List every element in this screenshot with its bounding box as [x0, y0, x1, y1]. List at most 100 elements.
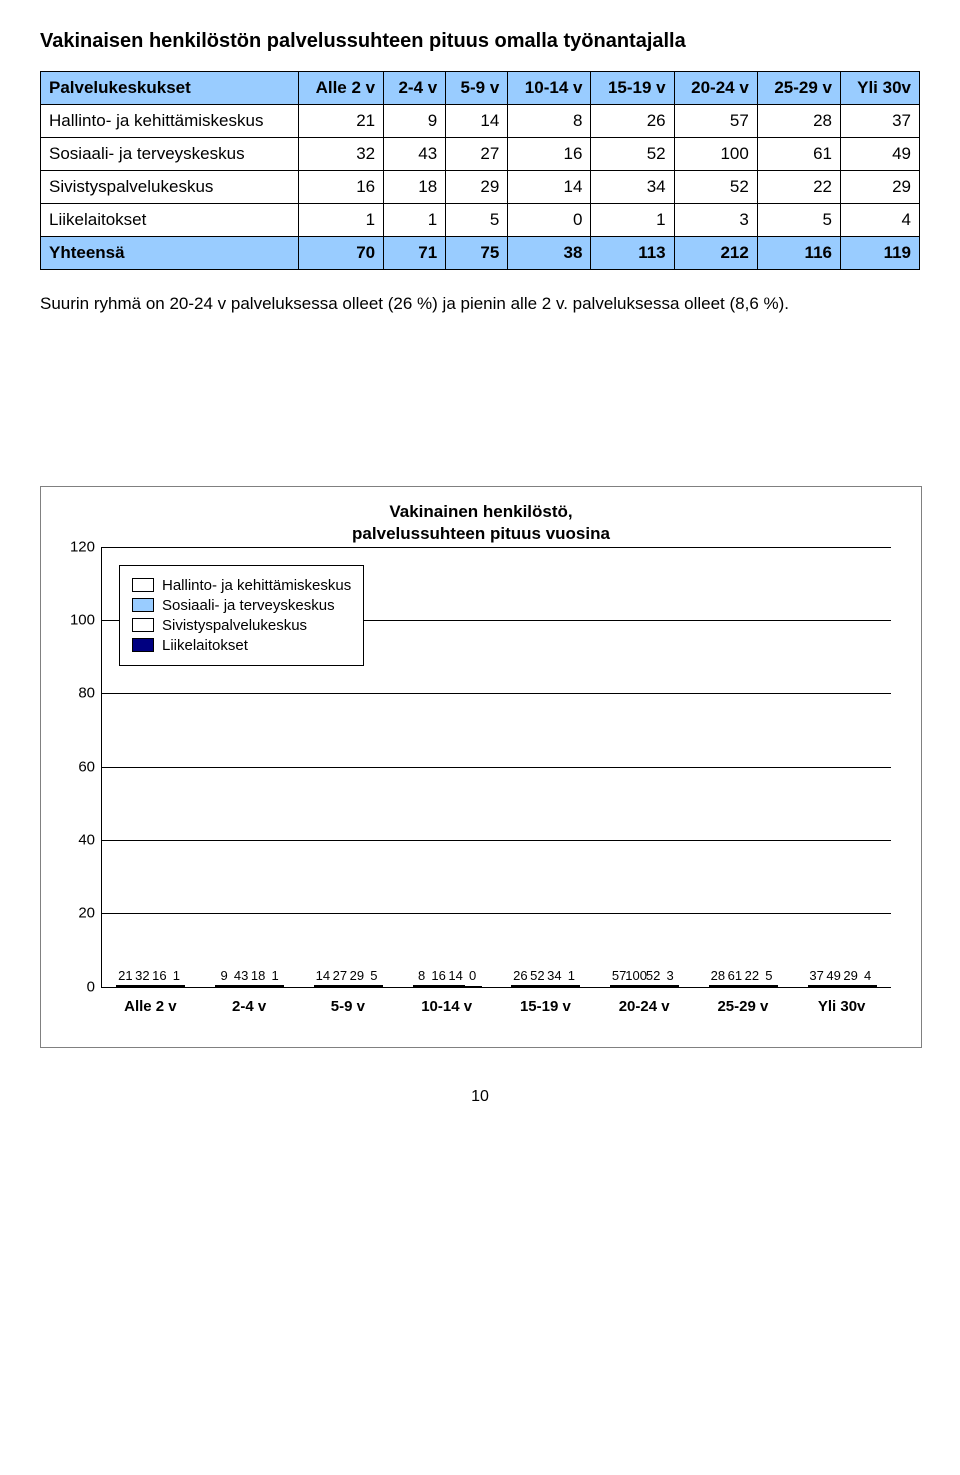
x-tick-label: Alle 2 v: [124, 998, 177, 1015]
bar-chart: Vakinainen henkilöstö, palvelussuhteen p…: [40, 486, 922, 1048]
table-cell: 18: [384, 171, 446, 204]
bar-value-label: 28: [711, 968, 725, 983]
table-header-cell: 10-14 v: [508, 72, 591, 105]
x-tick-label: Yli 30v: [818, 998, 866, 1015]
table-total-row: Yhteensä70717538113212116119: [41, 237, 920, 270]
table-cell: 14: [508, 171, 591, 204]
table-cell: Liikelaitokset: [41, 204, 299, 237]
table-cell: 28: [757, 105, 840, 138]
bar-value-label: 61: [728, 968, 742, 983]
legend-item: Hallinto- ja kehittämiskeskus: [132, 577, 351, 594]
table-cell: 16: [508, 138, 591, 171]
table-row: Sivistyspalvelukeskus1618291434522229: [41, 171, 920, 204]
bar-value-label: 1: [272, 968, 279, 983]
table-cell: 22: [757, 171, 840, 204]
bar-value-label: 27: [333, 968, 347, 983]
table-cell: 113: [591, 237, 674, 270]
page-title: Vakinaisen henkilöstön palvelussuhteen p…: [40, 30, 920, 53]
table-cell: 43: [384, 138, 446, 171]
bar-value-label: 29: [350, 968, 364, 983]
table-cell: 100: [674, 138, 757, 171]
table-cell: 26: [591, 105, 674, 138]
bar-value-label: 21: [118, 968, 132, 983]
table-cell: Yhteensä: [41, 237, 299, 270]
bar-value-label: 34: [547, 968, 561, 983]
legend-item: Sosiaali- ja terveyskeskus: [132, 597, 351, 614]
legend-label: Hallinto- ja kehittämiskeskus: [162, 577, 351, 594]
table-cell: 37: [840, 105, 919, 138]
table-cell: 70: [298, 237, 383, 270]
legend-swatch: [132, 578, 154, 592]
y-tick-label: 40: [61, 832, 95, 849]
table-header-cell: 25-29 v: [757, 72, 840, 105]
table-row: Sosiaali- ja terveyskeskus32432716521006…: [41, 138, 920, 171]
bar-value-label: 9: [221, 968, 228, 983]
table-cell: Sosiaali- ja terveyskeskus: [41, 138, 299, 171]
table-cell: 9: [384, 105, 446, 138]
table-cell: 32: [298, 138, 383, 171]
table-header-cell: Alle 2 v: [298, 72, 383, 105]
bar-value-label: 29: [843, 968, 857, 983]
y-tick-label: 20: [61, 905, 95, 922]
table-cell: 27: [446, 138, 508, 171]
table-header-cell: 2-4 v: [384, 72, 446, 105]
table-cell: 29: [446, 171, 508, 204]
table-header-cell: 15-19 v: [591, 72, 674, 105]
bar-value-label: 3: [667, 968, 674, 983]
table-row: Liikelaitokset11501354: [41, 204, 920, 237]
page-number: 10: [40, 1088, 920, 1106]
table-cell: 8: [508, 105, 591, 138]
table-cell: Sivistyspalvelukeskus: [41, 171, 299, 204]
chart-title: Vakinainen henkilöstö, palvelussuhteen p…: [41, 501, 921, 545]
table-cell: 4: [840, 204, 919, 237]
table-cell: 52: [591, 138, 674, 171]
legend-item: Liikelaitokset: [132, 637, 351, 654]
bar-value-label: 8: [418, 968, 425, 983]
bar-value-label: 16: [152, 968, 166, 983]
bar-value-label: 52: [530, 968, 544, 983]
table-cell: 14: [446, 105, 508, 138]
legend-label: Liikelaitokset: [162, 637, 248, 654]
bar-value-label: 0: [469, 968, 476, 983]
table-cell: 57: [674, 105, 757, 138]
table-header-cell: Palvelukeskukset: [41, 72, 299, 105]
table-cell: 29: [840, 171, 919, 204]
legend-label: Sivistyspalvelukeskus: [162, 617, 307, 634]
bar-value-label: 22: [745, 968, 759, 983]
x-tick-label: 5-9 v: [331, 998, 365, 1015]
bar-value-label: 49: [826, 968, 840, 983]
legend-swatch: [132, 618, 154, 632]
legend-swatch: [132, 638, 154, 652]
table-header-cell: 5-9 v: [446, 72, 508, 105]
y-tick-label: 60: [61, 758, 95, 775]
table-cell: 21: [298, 105, 383, 138]
legend-label: Sosiaali- ja terveyskeskus: [162, 597, 335, 614]
y-tick-label: 0: [61, 978, 95, 995]
table-cell: 75: [446, 237, 508, 270]
table-cell: 5: [757, 204, 840, 237]
table-cell: 38: [508, 237, 591, 270]
x-tick-label: 10-14 v: [421, 998, 472, 1015]
bar-value-label: 14: [316, 968, 330, 983]
table-cell: 5: [446, 204, 508, 237]
bar-value-label: 57: [612, 968, 626, 983]
table-cell: 52: [674, 171, 757, 204]
table-cell: 71: [384, 237, 446, 270]
bar-value-label: 14: [448, 968, 462, 983]
table-cell: 1: [384, 204, 446, 237]
table-cell: 212: [674, 237, 757, 270]
table-cell: 49: [840, 138, 919, 171]
table-cell: 1: [298, 204, 383, 237]
legend-item: Sivistyspalvelukeskus: [132, 617, 351, 634]
bar-value-label: 4: [864, 968, 871, 983]
table-cell: 3: [674, 204, 757, 237]
bar-value-label: 5: [370, 968, 377, 983]
y-tick-label: 80: [61, 685, 95, 702]
table-cell: 119: [840, 237, 919, 270]
table-cell: 16: [298, 171, 383, 204]
chart-legend: Hallinto- ja kehittämiskeskus Sosiaali- j…: [119, 565, 364, 666]
x-tick-label: 25-29 v: [717, 998, 768, 1015]
bar-value-label: 32: [135, 968, 149, 983]
bar-value-label: 26: [513, 968, 527, 983]
bar-value-label: 37: [809, 968, 823, 983]
